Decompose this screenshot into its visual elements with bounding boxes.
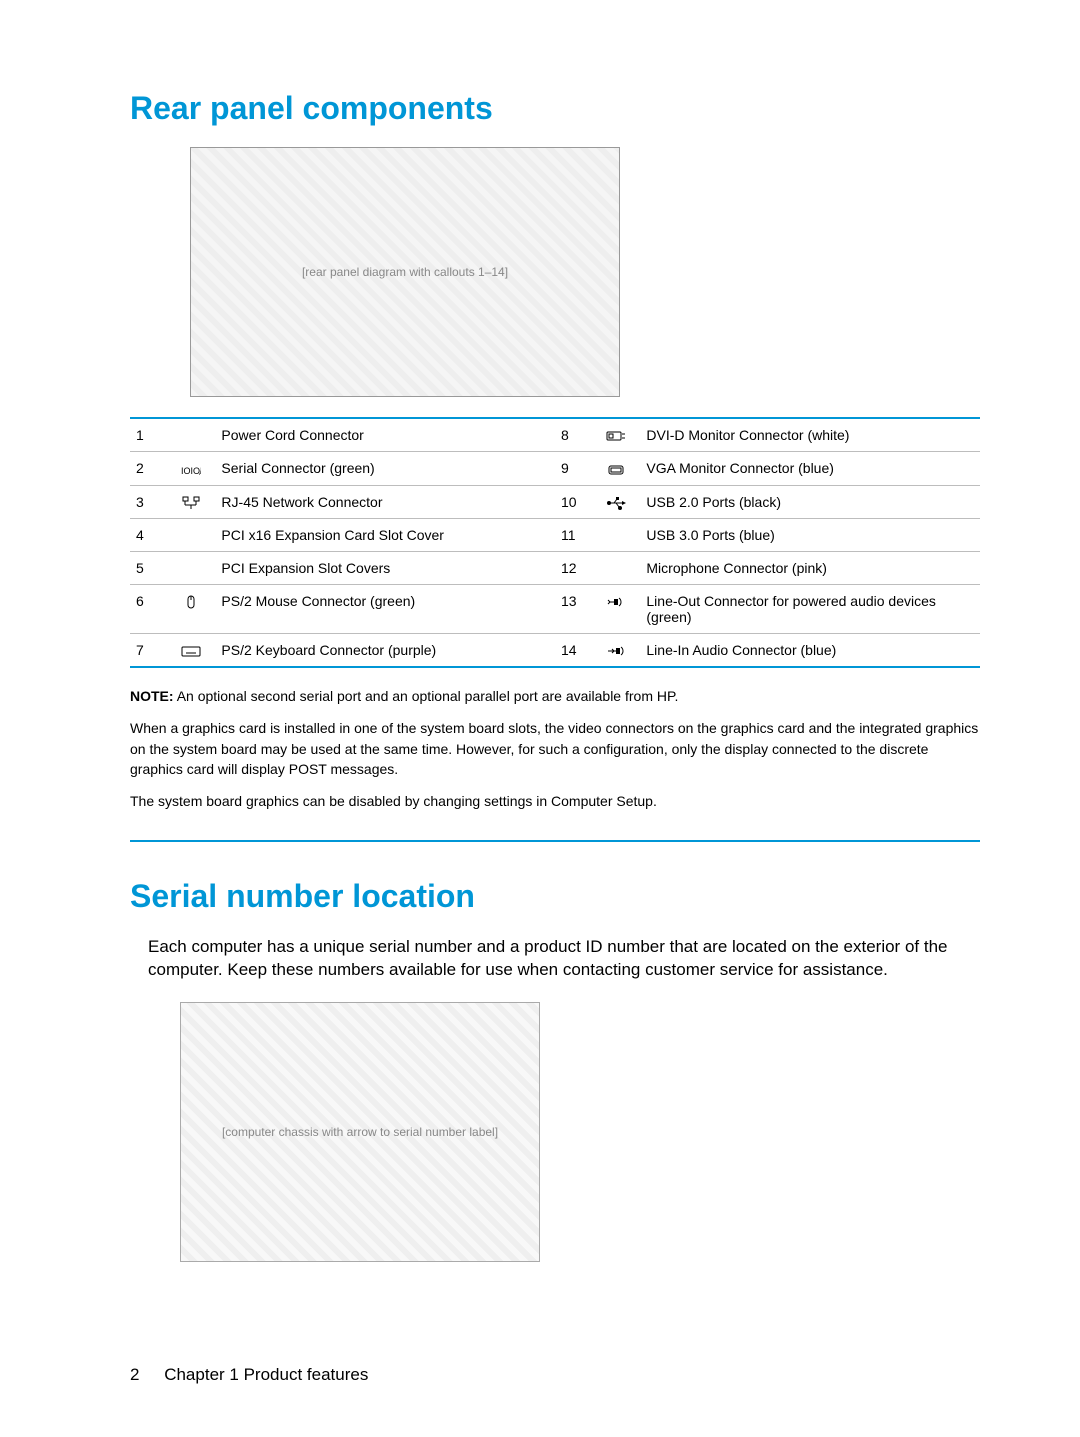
component-number: 8 — [555, 418, 592, 452]
blank-icon — [167, 518, 215, 551]
component-description: USB 2.0 Ports (black) — [640, 485, 980, 518]
vga-icon — [592, 452, 640, 485]
note-label: NOTE: — [130, 688, 174, 704]
serial-number-paragraph: Each computer has a unique serial number… — [148, 935, 980, 983]
note-text-3: The system board graphics can be disable… — [130, 791, 980, 811]
component-number: 5 — [130, 551, 167, 584]
component-number: 7 — [130, 633, 167, 667]
audio-in-icon — [592, 633, 640, 667]
table-row: 2 IOIOIA Serial Connector (green) 9 VGA … — [130, 452, 980, 485]
heading-serial-number: Serial number location — [130, 878, 980, 915]
audio-out-icon — [592, 584, 640, 633]
blank-icon — [167, 551, 215, 584]
blank-icon — [592, 518, 640, 551]
table-row: 4 PCI x16 Expansion Card Slot Cover 11 U… — [130, 518, 980, 551]
components-table: 1 Power Cord Connector 8 DVI-D Monitor C… — [130, 417, 980, 668]
keyboard-icon — [167, 633, 215, 667]
component-number: 6 — [130, 584, 167, 633]
component-description: Line-Out Connector for powered audio dev… — [640, 584, 980, 633]
note-text-2: When a graphics card is installed in one… — [130, 718, 980, 779]
component-number: 9 — [555, 452, 592, 485]
component-number: 2 — [130, 452, 167, 485]
component-description: DVI-D Monitor Connector (white) — [640, 418, 980, 452]
blank-icon — [167, 418, 215, 452]
table-row: 5 PCI Expansion Slot Covers 12 Microphon… — [130, 551, 980, 584]
component-description: Microphone Connector (pink) — [640, 551, 980, 584]
table-row: 3 RJ-45 Network Connector 10 USB 2.0 Por… — [130, 485, 980, 518]
component-description: USB 3.0 Ports (blue) — [640, 518, 980, 551]
table-row: 6 PS/2 Mouse Connector (green) 13 Line-O… — [130, 584, 980, 633]
mouse-icon — [167, 584, 215, 633]
heading-rear-panel: Rear panel components — [130, 90, 980, 127]
svg-text:IOIOI: IOIOI — [181, 466, 201, 476]
component-description: PS/2 Keyboard Connector (purple) — [215, 633, 555, 667]
component-number: 4 — [130, 518, 167, 551]
component-number: 3 — [130, 485, 167, 518]
dvi-icon — [592, 418, 640, 452]
page-number: 2 — [130, 1365, 139, 1384]
component-number: 13 — [555, 584, 592, 633]
component-number: 14 — [555, 633, 592, 667]
page-footer: 2 Chapter 1 Product features — [130, 1365, 368, 1385]
usb-icon — [592, 485, 640, 518]
component-description: Power Cord Connector — [215, 418, 555, 452]
component-description: PCI x16 Expansion Card Slot Cover — [215, 518, 555, 551]
component-description: Serial Connector (green) — [215, 452, 555, 485]
note-text-1: An optional second serial port and an op… — [177, 688, 679, 704]
component-number: 1 — [130, 418, 167, 452]
chapter-title: Chapter 1 Product features — [164, 1365, 368, 1384]
table-row: 1 Power Cord Connector 8 DVI-D Monitor C… — [130, 418, 980, 452]
blank-icon — [592, 551, 640, 584]
note-block: NOTE: An optional second serial port and… — [130, 686, 980, 841]
serial-number-diagram: [computer chassis with arrow to serial n… — [180, 1002, 540, 1262]
component-description: PCI Expansion Slot Covers — [215, 551, 555, 584]
component-description: RJ-45 Network Connector — [215, 485, 555, 518]
table-row: 7 PS/2 Keyboard Connector (purple) 14 Li… — [130, 633, 980, 667]
component-description: VGA Monitor Connector (blue) — [640, 452, 980, 485]
component-number: 10 — [555, 485, 592, 518]
svg-text:A: A — [199, 471, 201, 477]
component-description: Line-In Audio Connector (blue) — [640, 633, 980, 667]
network-icon — [167, 485, 215, 518]
rear-panel-diagram: [rear panel diagram with callouts 1–14] — [190, 147, 620, 397]
component-number: 12 — [555, 551, 592, 584]
serial-icon: IOIOIA — [167, 452, 215, 485]
component-number: 11 — [555, 518, 592, 551]
component-description: PS/2 Mouse Connector (green) — [215, 584, 555, 633]
